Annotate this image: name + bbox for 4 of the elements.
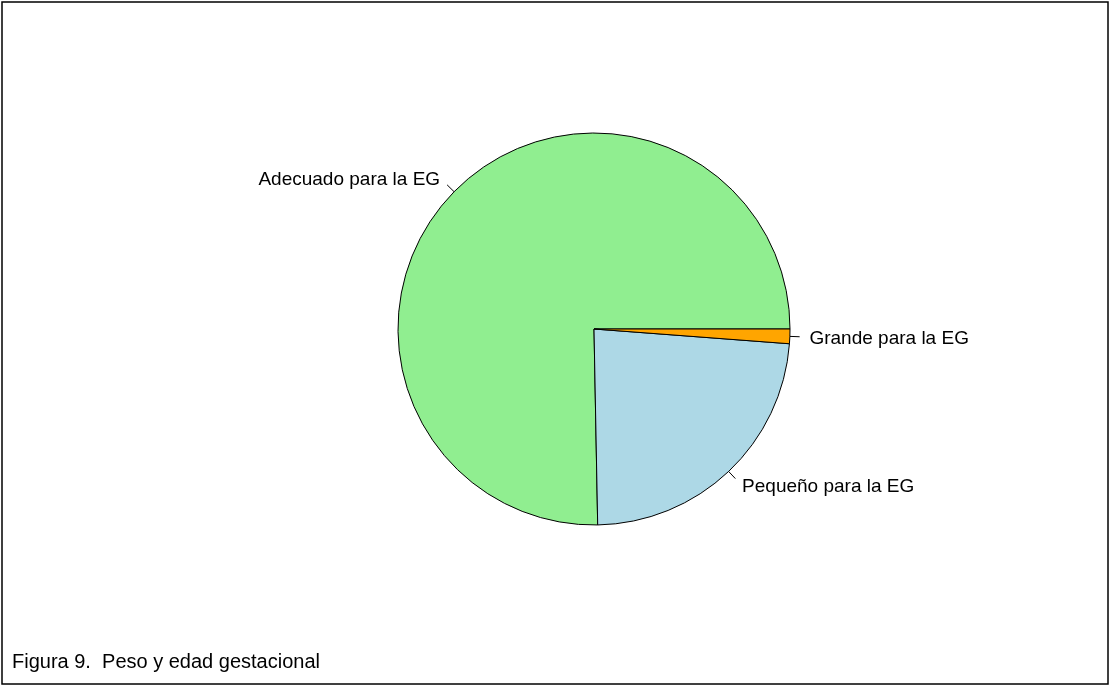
slice-label: Pequeño para la EG — [742, 475, 915, 497]
slice-label: Grande para la EG — [809, 326, 969, 348]
slice-label: Adecuado para la EG — [258, 167, 441, 189]
text: Figura 9. Peso y edad gestacional — [12, 650, 320, 672]
